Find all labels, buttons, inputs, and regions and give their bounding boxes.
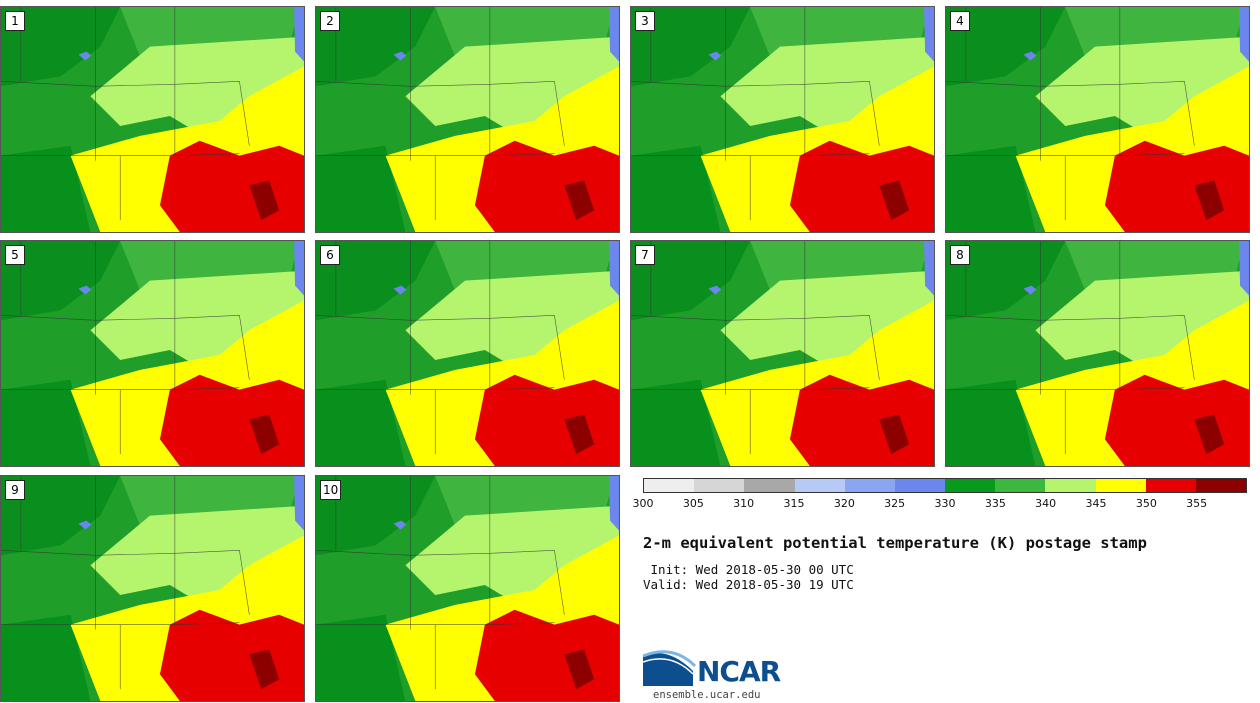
member-panel-9: 9 (0, 475, 305, 702)
colorbar-tick-label: 340 (1035, 497, 1057, 510)
member-panel-1: 1 (0, 6, 305, 233)
theta-e-map (631, 241, 934, 466)
member-label: 6 (320, 245, 340, 265)
member-label: 2 (320, 11, 340, 31)
colorbar-swatch (945, 479, 996, 492)
colorbar-swatch (1195, 479, 1247, 492)
member-label: 8 (950, 245, 970, 265)
member-label: 3 (635, 11, 655, 31)
colorbar-swatch (1045, 479, 1096, 492)
member-label: 4 (950, 11, 970, 31)
colorbar-ticks: 300 305 310 315 320 325 330 335 340 345 350 355 (633, 497, 1247, 511)
member-panel-8: 8 (945, 240, 1250, 467)
colorbar-tick-label: 310 (733, 497, 755, 510)
theta-e-map (631, 7, 934, 232)
member-label: 1 (5, 11, 25, 31)
theta-e-map (946, 7, 1249, 232)
colorbar-tick-label: 335 (984, 497, 1006, 510)
colorbar-tick-label: 305 (682, 497, 704, 510)
member-label: 5 (5, 245, 25, 265)
colorbar-tick-label: 315 (783, 497, 805, 510)
member-panel-10: 10 (315, 475, 620, 702)
theta-e-map (316, 241, 619, 466)
colorbar-swatch (844, 479, 895, 492)
colorbar-swatch (1145, 479, 1196, 492)
member-panel-2: 2 (315, 6, 620, 233)
member-panel-3: 3 (630, 6, 935, 233)
colorbar-tick-label: 325 (884, 497, 906, 510)
colorbar-tick-label: 330 (934, 497, 956, 510)
valid-time: Valid: Wed 2018-05-30 19 UTC (643, 577, 854, 592)
theta-e-map (1, 7, 304, 232)
product-title: 2-m equivalent potential temperature (K)… (643, 534, 1147, 552)
theta-e-map (946, 241, 1249, 466)
colorbar-swatch (995, 479, 1046, 492)
colorbar-swatch (1095, 479, 1146, 492)
logo-wordmark: NCAR (697, 655, 781, 688)
colorbar-tick-label: 350 (1135, 497, 1157, 510)
colorbar-swatch (794, 479, 845, 492)
theta-e-map (316, 7, 619, 232)
member-label: 7 (635, 245, 655, 265)
theta-e-map (1, 241, 304, 466)
logo-url: ensemble.ucar.edu (653, 689, 761, 701)
colorbar-swatch (744, 479, 795, 492)
init-time: Init: Wed 2018-05-30 00 UTC (643, 562, 854, 577)
colorbar (643, 478, 1247, 493)
colorbar-swatch (644, 479, 695, 492)
member-panel-4: 4 (945, 6, 1250, 233)
theta-e-map (316, 476, 619, 701)
colorbar-tick-label: 300 (632, 497, 654, 510)
colorbar-tick-label: 320 (833, 497, 855, 510)
member-panel-6: 6 (315, 240, 620, 467)
member-label: 9 (5, 480, 25, 500)
colorbar-tick-label: 355 (1186, 497, 1208, 510)
member-panel-7: 7 (630, 240, 935, 467)
colorbar-swatch (694, 479, 745, 492)
member-label: 10 (320, 480, 342, 500)
theta-e-map (1, 476, 304, 701)
member-panel-5: 5 (0, 240, 305, 467)
ncar-logo-icon (643, 650, 697, 686)
colorbar-swatch (894, 479, 946, 492)
colorbar-tick-label: 345 (1085, 497, 1107, 510)
